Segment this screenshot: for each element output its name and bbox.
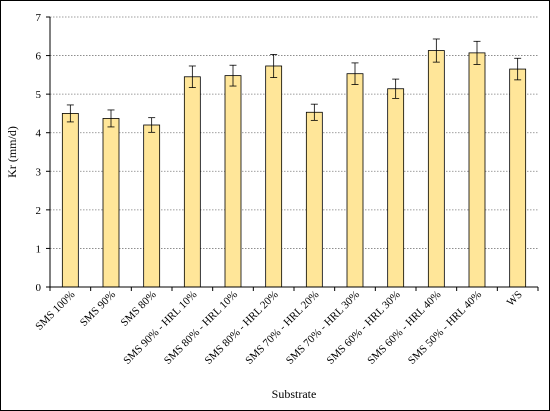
y-tick-label: 2 bbox=[36, 205, 42, 217]
x-tick-label: SMS 70% - HRL 20% bbox=[243, 289, 321, 367]
bar bbox=[224, 75, 242, 288]
y-tick-label: 7 bbox=[36, 12, 42, 24]
x-tick-labels: SMS 100% SMS 90% SMS 80%SMS 90% - HRL 10%S… bbox=[33, 289, 524, 367]
bar bbox=[387, 88, 405, 288]
y-tick-labels: 0 1 2 3 4 5 6 7 bbox=[36, 12, 42, 294]
x-tick-label: WS bbox=[505, 289, 525, 309]
y-tick-label: 1 bbox=[36, 243, 42, 255]
x-tick-label: SMS 90% bbox=[78, 289, 118, 329]
x-tick-label: SMS 80% - HRL 10% bbox=[162, 289, 240, 367]
x-tick-label: SMS 50% - HRL 40% bbox=[406, 289, 484, 367]
bar bbox=[468, 52, 486, 288]
bar bbox=[183, 76, 201, 288]
bar bbox=[427, 50, 445, 288]
x-tick-label: SMS 80% - HRL 20% bbox=[203, 289, 281, 367]
y-tick-label: 3 bbox=[36, 166, 42, 178]
bar bbox=[509, 68, 527, 288]
bar-series bbox=[61, 50, 527, 288]
bar bbox=[346, 73, 364, 288]
bar bbox=[265, 65, 283, 288]
bar bbox=[305, 111, 323, 288]
bar bbox=[61, 113, 79, 288]
x-tick-label: SMS 90% - HRL 10% bbox=[121, 289, 199, 367]
y-tick-label: 0 bbox=[36, 282, 42, 294]
bar bbox=[102, 118, 120, 288]
bar bbox=[143, 124, 161, 288]
y-tick-label: 4 bbox=[36, 128, 42, 140]
x-axis-title: Substrate bbox=[272, 387, 317, 401]
y-tick-label: 5 bbox=[36, 89, 42, 101]
axes bbox=[46, 16, 539, 291]
x-tick-label: SMS 80% bbox=[119, 289, 159, 329]
gridlines bbox=[50, 16, 538, 249]
x-tick-label: SMS 70% - HRL 30% bbox=[284, 289, 362, 367]
error-bars bbox=[66, 38, 522, 133]
x-tick-label: SMS 100% bbox=[33, 289, 77, 333]
x-tick-label: SMS 60% - HRL 40% bbox=[365, 289, 443, 367]
y-tick-label: 6 bbox=[36, 51, 42, 63]
y-axis-title: Kr (mm/d) bbox=[5, 126, 19, 178]
x-tick-label: SMS 60% - HRL 30% bbox=[325, 289, 403, 367]
